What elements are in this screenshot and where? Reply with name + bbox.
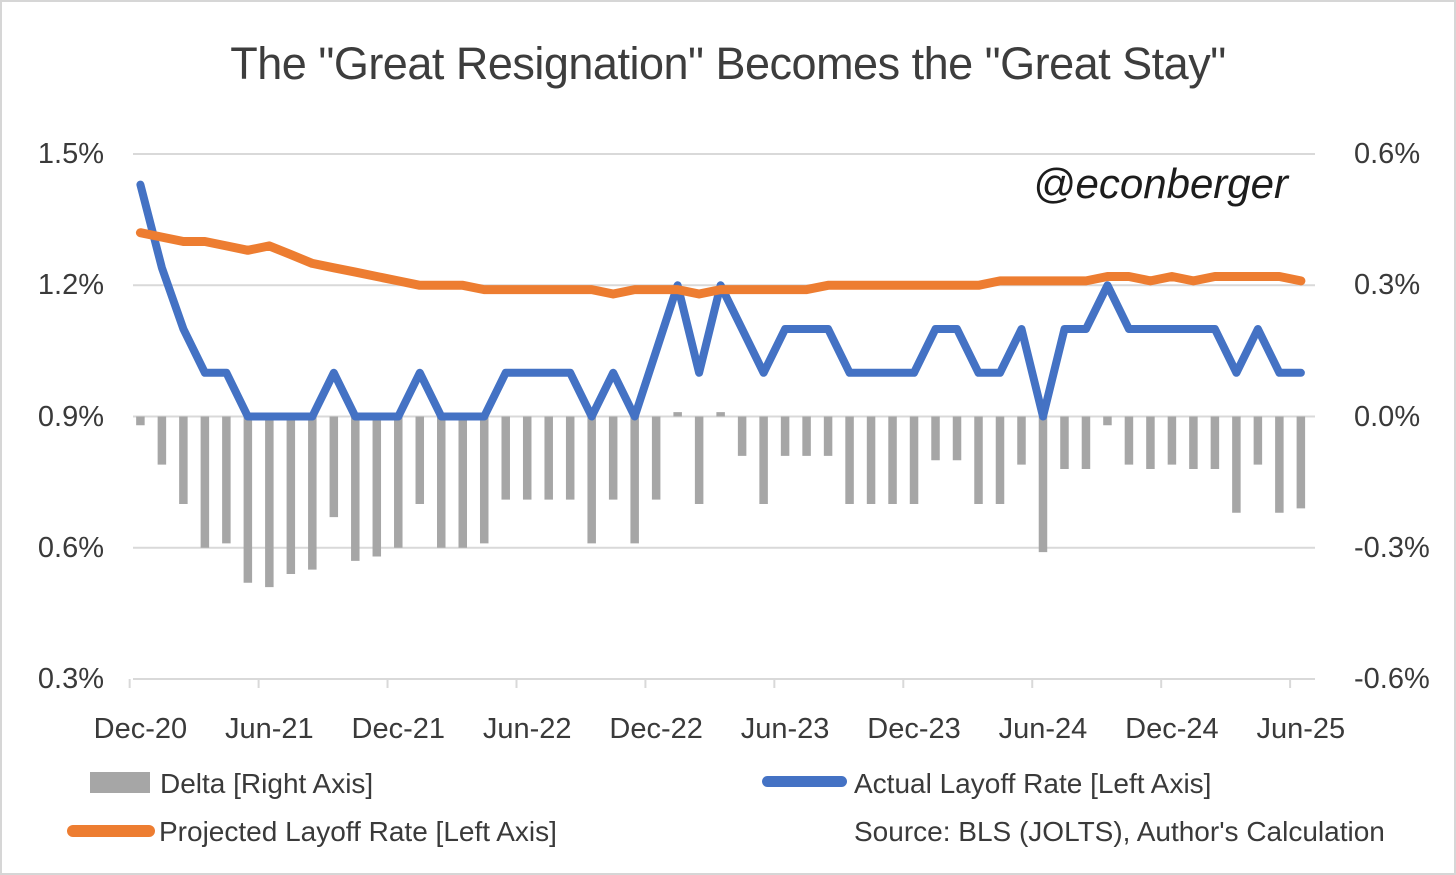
delta-bar: [823, 416, 833, 456]
delta-bar: [1232, 416, 1241, 513]
delta-bar: [587, 416, 596, 544]
delta-bar: [479, 416, 489, 544]
x-axis-tick-label: Jun-21: [224, 713, 314, 745]
x-axis-tick-label: Dec-20: [93, 713, 188, 745]
legend-actual-swatch: [762, 776, 847, 787]
delta-bar: [888, 416, 897, 504]
right-axis-tick-label: -0.6%: [1354, 663, 1430, 695]
delta-bar: [157, 416, 167, 465]
delta-bar: [1017, 416, 1026, 465]
delta-bar: [866, 416, 876, 504]
delta-bar: [737, 416, 747, 456]
delta-bar: [995, 416, 1005, 504]
delta-bar: [437, 416, 446, 548]
delta-bar: [1060, 416, 1069, 469]
delta-bar: [716, 412, 725, 417]
delta-bar: [501, 416, 510, 500]
delta-bar: [565, 416, 575, 500]
delta-bar: [974, 416, 983, 504]
legend-projected-label: Projected Layoff Rate [Left Axis]: [159, 816, 557, 847]
delta-bar: [759, 416, 768, 504]
delta-bar: [544, 416, 553, 500]
x-axis-tick-label: Dec-23: [867, 713, 961, 745]
delta-bar: [179, 416, 188, 504]
delta-bar: [1253, 416, 1263, 465]
delta-bar: [1210, 416, 1220, 469]
delta-bar: [1081, 416, 1091, 469]
delta-bar: [415, 416, 425, 504]
delta-bar: [1275, 416, 1284, 513]
delta-bar: [1038, 416, 1048, 553]
x-axis-tick-label: Jun-25: [1256, 713, 1346, 745]
delta-bar: [1296, 416, 1306, 509]
chart-title: The "Great Resignation" Becomes the "Gre…: [230, 38, 1226, 89]
delta-bar: [651, 416, 661, 500]
right-axis-tick-label: 0.0%: [1354, 400, 1421, 433]
x-axis-tick-label: Jun-24: [998, 713, 1088, 745]
delta-bar: [780, 416, 790, 456]
delta-bar: [265, 416, 274, 588]
left-axis-tick-label: 0.6%: [37, 531, 104, 564]
projected-layoff-rate-line: [135, 228, 1306, 299]
delta-bar: [243, 416, 253, 583]
watermark-handle: @econberger: [1032, 160, 1288, 207]
right-axis-tick-label: 0.6%: [1354, 138, 1421, 170]
delta-bar: [802, 416, 811, 456]
delta-bar: [909, 416, 919, 504]
x-axis-tick-marks: [128, 679, 1292, 688]
delta-bar: [845, 416, 854, 504]
delta-bar: [1124, 416, 1134, 465]
delta-bar: [1189, 416, 1198, 469]
delta-bar: [630, 416, 639, 544]
delta-bar: [329, 416, 339, 518]
delta-bar: [286, 416, 296, 574]
x-axis-tick-label: Dec-22: [609, 713, 703, 745]
delta-bar: [351, 416, 360, 561]
right-axis-tick-label: -0.3%: [1354, 531, 1430, 564]
series-line: [135, 228, 1306, 299]
legend-projected-swatch: [67, 825, 155, 837]
delta-bar: [1103, 416, 1112, 426]
legend-delta-swatch: [90, 772, 150, 793]
series-line: [136, 180, 1305, 421]
delta-bar: [1146, 416, 1155, 469]
delta-bar: [952, 416, 962, 461]
delta-bars-series: [136, 412, 1306, 588]
legend-actual-label: Actual Layoff Rate [Left Axis]: [854, 768, 1212, 799]
delta-bar: [694, 416, 704, 504]
delta-bar: [931, 416, 940, 461]
delta-bar: [222, 416, 231, 544]
left-axis-tick-label: 0.9%: [37, 400, 104, 433]
source-note: Source: BLS (JOLTS), Author's Calculatio…: [854, 816, 1385, 847]
x-axis-tick-label: Jun-22: [482, 713, 572, 745]
actual-layoff-rate-line: [136, 180, 1305, 421]
delta-bar: [136, 416, 145, 426]
left-axis-tick-label: 0.3%: [37, 663, 104, 695]
x-axis-tick-label: Dec-21: [351, 713, 446, 745]
right-axis-tick-label: 0.3%: [1354, 269, 1421, 302]
x-axis-tick-label: Jun-23: [740, 713, 830, 745]
delta-bar: [673, 412, 682, 417]
delta-bar: [200, 416, 210, 548]
left-axis-tick-label: 1.5%: [37, 138, 104, 170]
delta-bar: [394, 416, 403, 548]
x-axis-tick-label: Dec-24: [1125, 713, 1219, 745]
delta-bar: [1167, 416, 1177, 465]
left-axis-tick-label: 1.2%: [37, 269, 104, 302]
delta-bar: [608, 416, 618, 500]
legend-delta-label: Delta [Right Axis]: [160, 768, 374, 799]
delta-bar: [308, 416, 317, 570]
delta-bar: [522, 416, 532, 500]
delta-bar: [458, 416, 467, 548]
delta-bar: [372, 416, 382, 557]
